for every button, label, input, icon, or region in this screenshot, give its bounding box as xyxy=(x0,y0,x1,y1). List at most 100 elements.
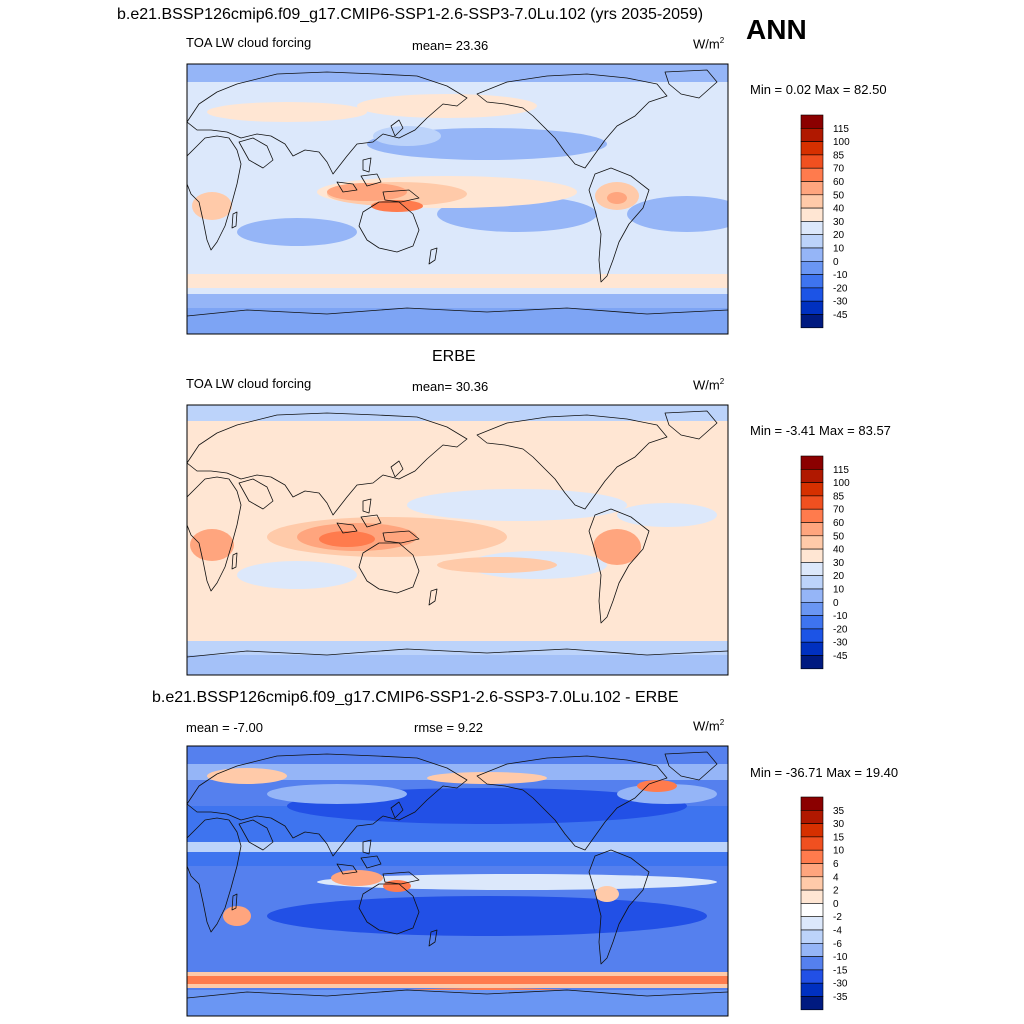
colorbar-label: -20 xyxy=(833,624,848,635)
colorbar-label: 4 xyxy=(833,872,839,883)
colorbar-label: 10 xyxy=(833,846,845,857)
colorbar-box xyxy=(800,287,824,302)
colorbar-box xyxy=(800,588,824,603)
colorbar-box xyxy=(800,969,824,984)
colorbar-box xyxy=(800,982,824,997)
panel1-map xyxy=(187,64,728,334)
panel3-map xyxy=(187,746,728,1016)
colorbar-box xyxy=(800,247,824,262)
colorbar-label: 0 xyxy=(833,598,839,609)
colorbar-label: 60 xyxy=(833,177,845,188)
colorbar-label: 50 xyxy=(833,190,845,201)
colorbar-label: 60 xyxy=(833,518,845,529)
colorbar-box xyxy=(800,889,824,904)
colorbar-box xyxy=(800,601,824,616)
panel3-rmse: rmse = 9.22 xyxy=(414,720,484,735)
colorbar-label: 10 xyxy=(833,585,845,596)
colorbar-box xyxy=(800,796,824,811)
colorbar-box xyxy=(800,548,824,563)
colorbar-label: -4 xyxy=(833,926,842,937)
colorbar-label: 2 xyxy=(833,886,839,897)
panel2-units: W/m2 xyxy=(693,377,725,393)
colorbar-box xyxy=(800,274,824,289)
colorbar-box xyxy=(800,495,824,510)
colorbar-label: 6 xyxy=(833,859,839,870)
colorbar-box xyxy=(800,823,824,838)
colorbar-label: 100 xyxy=(833,137,850,148)
colorbar-label: -6 xyxy=(833,939,842,950)
colorbar-box xyxy=(800,916,824,931)
colorbar-box xyxy=(800,849,824,864)
colorbar-box xyxy=(800,260,824,275)
colorbar-label: 70 xyxy=(833,164,845,175)
colorbar-label: 40 xyxy=(833,204,845,215)
colorbar-label: -15 xyxy=(833,965,848,976)
colorbar-label: 30 xyxy=(833,558,845,569)
colorbar-label: 85 xyxy=(833,491,845,502)
colorbar-box xyxy=(800,455,824,470)
panel3-colorbar: 35 30 15 10 6 4 2 0 -2 -4 -6 -10 -15 -30 -35 xyxy=(800,796,848,1011)
colorbar-box xyxy=(800,956,824,971)
colorbar-label: -10 xyxy=(833,952,848,963)
colorbar-box xyxy=(800,615,824,630)
colorbar-box xyxy=(800,641,824,656)
colorbar-label: -20 xyxy=(833,283,848,294)
colorbar-box xyxy=(800,836,824,851)
colorbar-label: 70 xyxy=(833,505,845,516)
colorbar-label: 115 xyxy=(833,124,849,135)
colorbar-box xyxy=(800,522,824,537)
season-label: ANN xyxy=(746,14,807,45)
colorbar-label: -10 xyxy=(833,270,848,281)
colorbar-box xyxy=(800,628,824,643)
colorbar-box xyxy=(800,181,824,196)
colorbar-box xyxy=(800,562,824,577)
colorbar-label: 100 xyxy=(833,478,850,489)
colorbar-box xyxy=(800,809,824,824)
panel3-units: W/m2 xyxy=(693,718,725,734)
panel1-mean: mean= 23.36 xyxy=(412,38,489,53)
colorbar-box xyxy=(800,221,824,235)
colorbar-label: 85 xyxy=(833,150,845,161)
colorbar-box xyxy=(800,996,824,1011)
panel2-minmax: Min = -3.41 Max = 83.57 xyxy=(750,423,891,438)
colorbar-box xyxy=(800,300,824,315)
colorbar-box xyxy=(800,154,824,169)
panel2-map xyxy=(187,405,728,675)
colorbar-box xyxy=(800,535,824,550)
colorbar-box xyxy=(800,141,824,156)
colorbar-label: -45 xyxy=(833,651,848,662)
colorbar-box xyxy=(800,929,824,944)
colorbar-box xyxy=(800,903,824,918)
colorbar-label: -30 xyxy=(833,638,848,649)
colorbar-label: -35 xyxy=(833,992,848,1003)
panel2-mean: mean= 30.36 xyxy=(412,379,489,394)
colorbar-label: 115 xyxy=(833,465,849,476)
panel3-title: b.e21.BSSP126cmip6.f09_g17.CMIP6-SSP1-2.… xyxy=(152,689,679,706)
colorbar-box xyxy=(800,508,824,523)
colorbar-label: 30 xyxy=(833,217,845,228)
colorbar-box xyxy=(800,167,824,182)
colorbar-box xyxy=(800,468,824,483)
colorbar-label: 20 xyxy=(833,571,845,582)
colorbar-box xyxy=(800,876,824,891)
colorbar-box xyxy=(800,314,824,329)
colorbar-box xyxy=(800,942,824,957)
colorbar-label: -10 xyxy=(833,611,848,622)
colorbar-box xyxy=(800,194,824,209)
colorbar-box xyxy=(800,863,824,878)
colorbar-label: 0 xyxy=(833,899,839,910)
colorbar-label: 0 xyxy=(833,257,839,268)
colorbar-box xyxy=(800,128,824,142)
colorbar-label: 20 xyxy=(833,230,845,241)
colorbar-label: 50 xyxy=(833,531,845,542)
colorbar-box xyxy=(800,234,824,249)
panel2-title: ERBE xyxy=(432,348,476,365)
colorbar-label: -2 xyxy=(833,912,842,923)
panel3-mean: mean = -7.00 xyxy=(186,720,263,735)
colorbar-box xyxy=(800,207,824,222)
colorbar-label: 40 xyxy=(833,545,845,556)
panel1-left-label: TOA LW cloud forcing xyxy=(186,35,312,50)
